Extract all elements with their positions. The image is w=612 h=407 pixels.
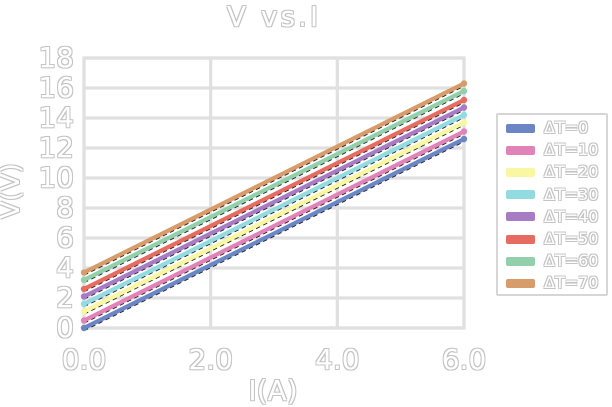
series-start-marker-4 [80, 293, 88, 300]
y-axis-label: V(V) [0, 163, 26, 219]
legend-item-5: ΔT=50 [498, 228, 606, 250]
y-tick-label: 0 [56, 311, 74, 344]
series-start-marker-5 [80, 285, 88, 293]
series-end-marker-0 [460, 135, 468, 143]
series-line-1 [81, 129, 467, 323]
series-fit-dash-4 [83, 109, 465, 300]
legend-swatch-4 [506, 212, 535, 222]
series-fit-dash-5 [83, 101, 465, 293]
series-start-marker-2 [80, 308, 88, 315]
series-end-marker-5 [460, 96, 468, 104]
series-fit-dash-6 [83, 92, 465, 284]
series-end-marker-3 [460, 111, 468, 119]
series-line-0 [81, 136, 467, 331]
legend-label-1: ΔT=10 [544, 140, 599, 160]
legend-item-4: ΔT=40 [498, 206, 606, 228]
legend-swatch-1 [506, 145, 535, 155]
x-tick-label: 2.0 [188, 343, 233, 376]
plot-frame [82, 56, 466, 330]
legend-box: ΔT=0 ΔT=10 ΔT=20 ΔT=30 ΔT=40 ΔT=50 ΔT=60 ΔT=70 [496, 113, 608, 296]
series-line-7 [81, 81, 467, 275]
legend-swatch-3 [506, 190, 535, 200]
legend-item-7: ΔT=70 [498, 272, 606, 294]
legend-item-6: ΔT=60 [498, 250, 606, 272]
legend-item-3: ΔT=30 [498, 184, 606, 206]
y-tick-label: 2 [56, 281, 74, 314]
y-tick-label: 10 [38, 161, 74, 194]
x-tick-label: 0.0 [61, 343, 107, 376]
legend-item-1: ΔT=10 [498, 139, 606, 161]
series-fit-dash-0 [83, 140, 465, 332]
legend-item-2: ΔT=20 [498, 161, 606, 183]
y-tick-label: 14 [38, 101, 74, 134]
series-line-5 [81, 97, 467, 292]
series-fit-dash-1 [83, 133, 465, 324]
series-fit-dash-7 [83, 85, 465, 276]
series-start-marker-1 [80, 317, 88, 324]
x-tick-label: 4.0 [315, 343, 360, 376]
series-line-2 [81, 120, 467, 314]
series-fit-dash-2 [83, 124, 465, 315]
series-end-marker-1 [460, 128, 468, 135]
series-end-marker-4 [460, 104, 468, 111]
legend-label-7: ΔT=70 [544, 273, 599, 293]
series-start-marker-0 [80, 324, 88, 332]
legend-swatch-6 [506, 256, 535, 266]
series-end-marker-6 [460, 87, 468, 95]
legend-label-0: ΔT=0 [544, 118, 589, 138]
legend-label-4: ΔT=40 [544, 206, 599, 226]
legend-swatch-5 [506, 234, 535, 244]
legend-label-5: ΔT=50 [544, 229, 599, 249]
chart-title: V vs.I [226, 0, 322, 33]
y-tick-label: 4 [56, 251, 74, 284]
series-start-marker-3 [80, 300, 88, 308]
series-start-marker-6 [80, 276, 88, 284]
legend-item-0: ΔT=0 [498, 117, 606, 139]
y-tick-label: 6 [56, 221, 74, 254]
series-start-marker-7 [80, 269, 88, 276]
legend-swatch-7 [506, 278, 535, 288]
series-line-4 [81, 105, 467, 299]
y-tick-label: 18 [38, 41, 74, 74]
y-tick-label: 8 [56, 191, 74, 224]
series-line-3 [81, 112, 467, 307]
x-tick-label: 6.0 [441, 343, 487, 376]
legend-label-6: ΔT=60 [544, 251, 599, 271]
x-axis-label: I(A) [248, 374, 298, 407]
legend-swatch-2 [506, 167, 535, 177]
series-fit-dash-3 [83, 116, 465, 308]
series-end-marker-2 [460, 119, 468, 126]
legend-swatch-0 [506, 123, 535, 133]
y-tick-label: 16 [38, 71, 74, 104]
y-tick-label: 12 [38, 131, 74, 164]
legend-label-2: ΔT=20 [544, 162, 599, 182]
series-end-marker-7 [460, 80, 468, 87]
legend-label-3: ΔT=30 [544, 184, 599, 204]
series-line-6 [81, 88, 467, 283]
